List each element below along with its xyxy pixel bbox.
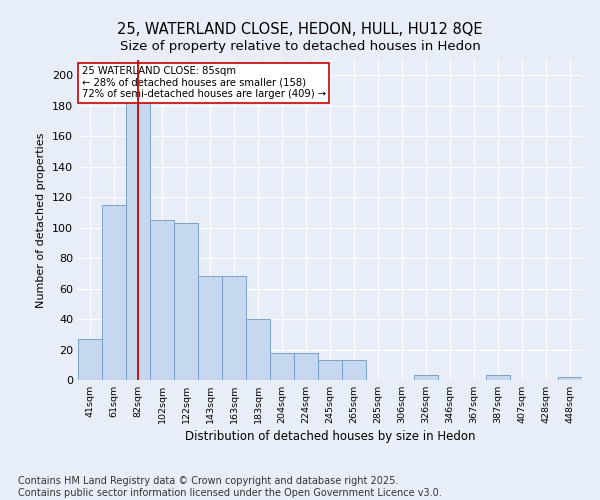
Bar	[102, 205, 126, 380]
Text: Size of property relative to detached houses in Hedon: Size of property relative to detached ho…	[119, 40, 481, 53]
Bar	[150, 220, 174, 380]
Bar	[318, 360, 342, 380]
Bar	[414, 376, 438, 380]
Bar	[126, 90, 150, 380]
Y-axis label: Number of detached properties: Number of detached properties	[37, 132, 46, 308]
Bar	[558, 377, 582, 380]
Bar	[270, 352, 294, 380]
Bar	[198, 276, 222, 380]
Bar	[342, 360, 366, 380]
Text: 25, WATERLAND CLOSE, HEDON, HULL, HU12 8QE: 25, WATERLAND CLOSE, HEDON, HULL, HU12 8…	[117, 22, 483, 38]
Bar	[486, 376, 510, 380]
X-axis label: Distribution of detached houses by size in Hedon: Distribution of detached houses by size …	[185, 430, 475, 443]
Bar	[222, 276, 246, 380]
Bar	[294, 352, 318, 380]
Bar	[174, 223, 198, 380]
Text: Contains HM Land Registry data © Crown copyright and database right 2025.
Contai: Contains HM Land Registry data © Crown c…	[18, 476, 442, 498]
Text: 25 WATERLAND CLOSE: 85sqm
← 28% of detached houses are smaller (158)
72% of semi: 25 WATERLAND CLOSE: 85sqm ← 28% of detac…	[82, 66, 326, 100]
Bar	[78, 339, 102, 380]
Bar	[246, 319, 270, 380]
